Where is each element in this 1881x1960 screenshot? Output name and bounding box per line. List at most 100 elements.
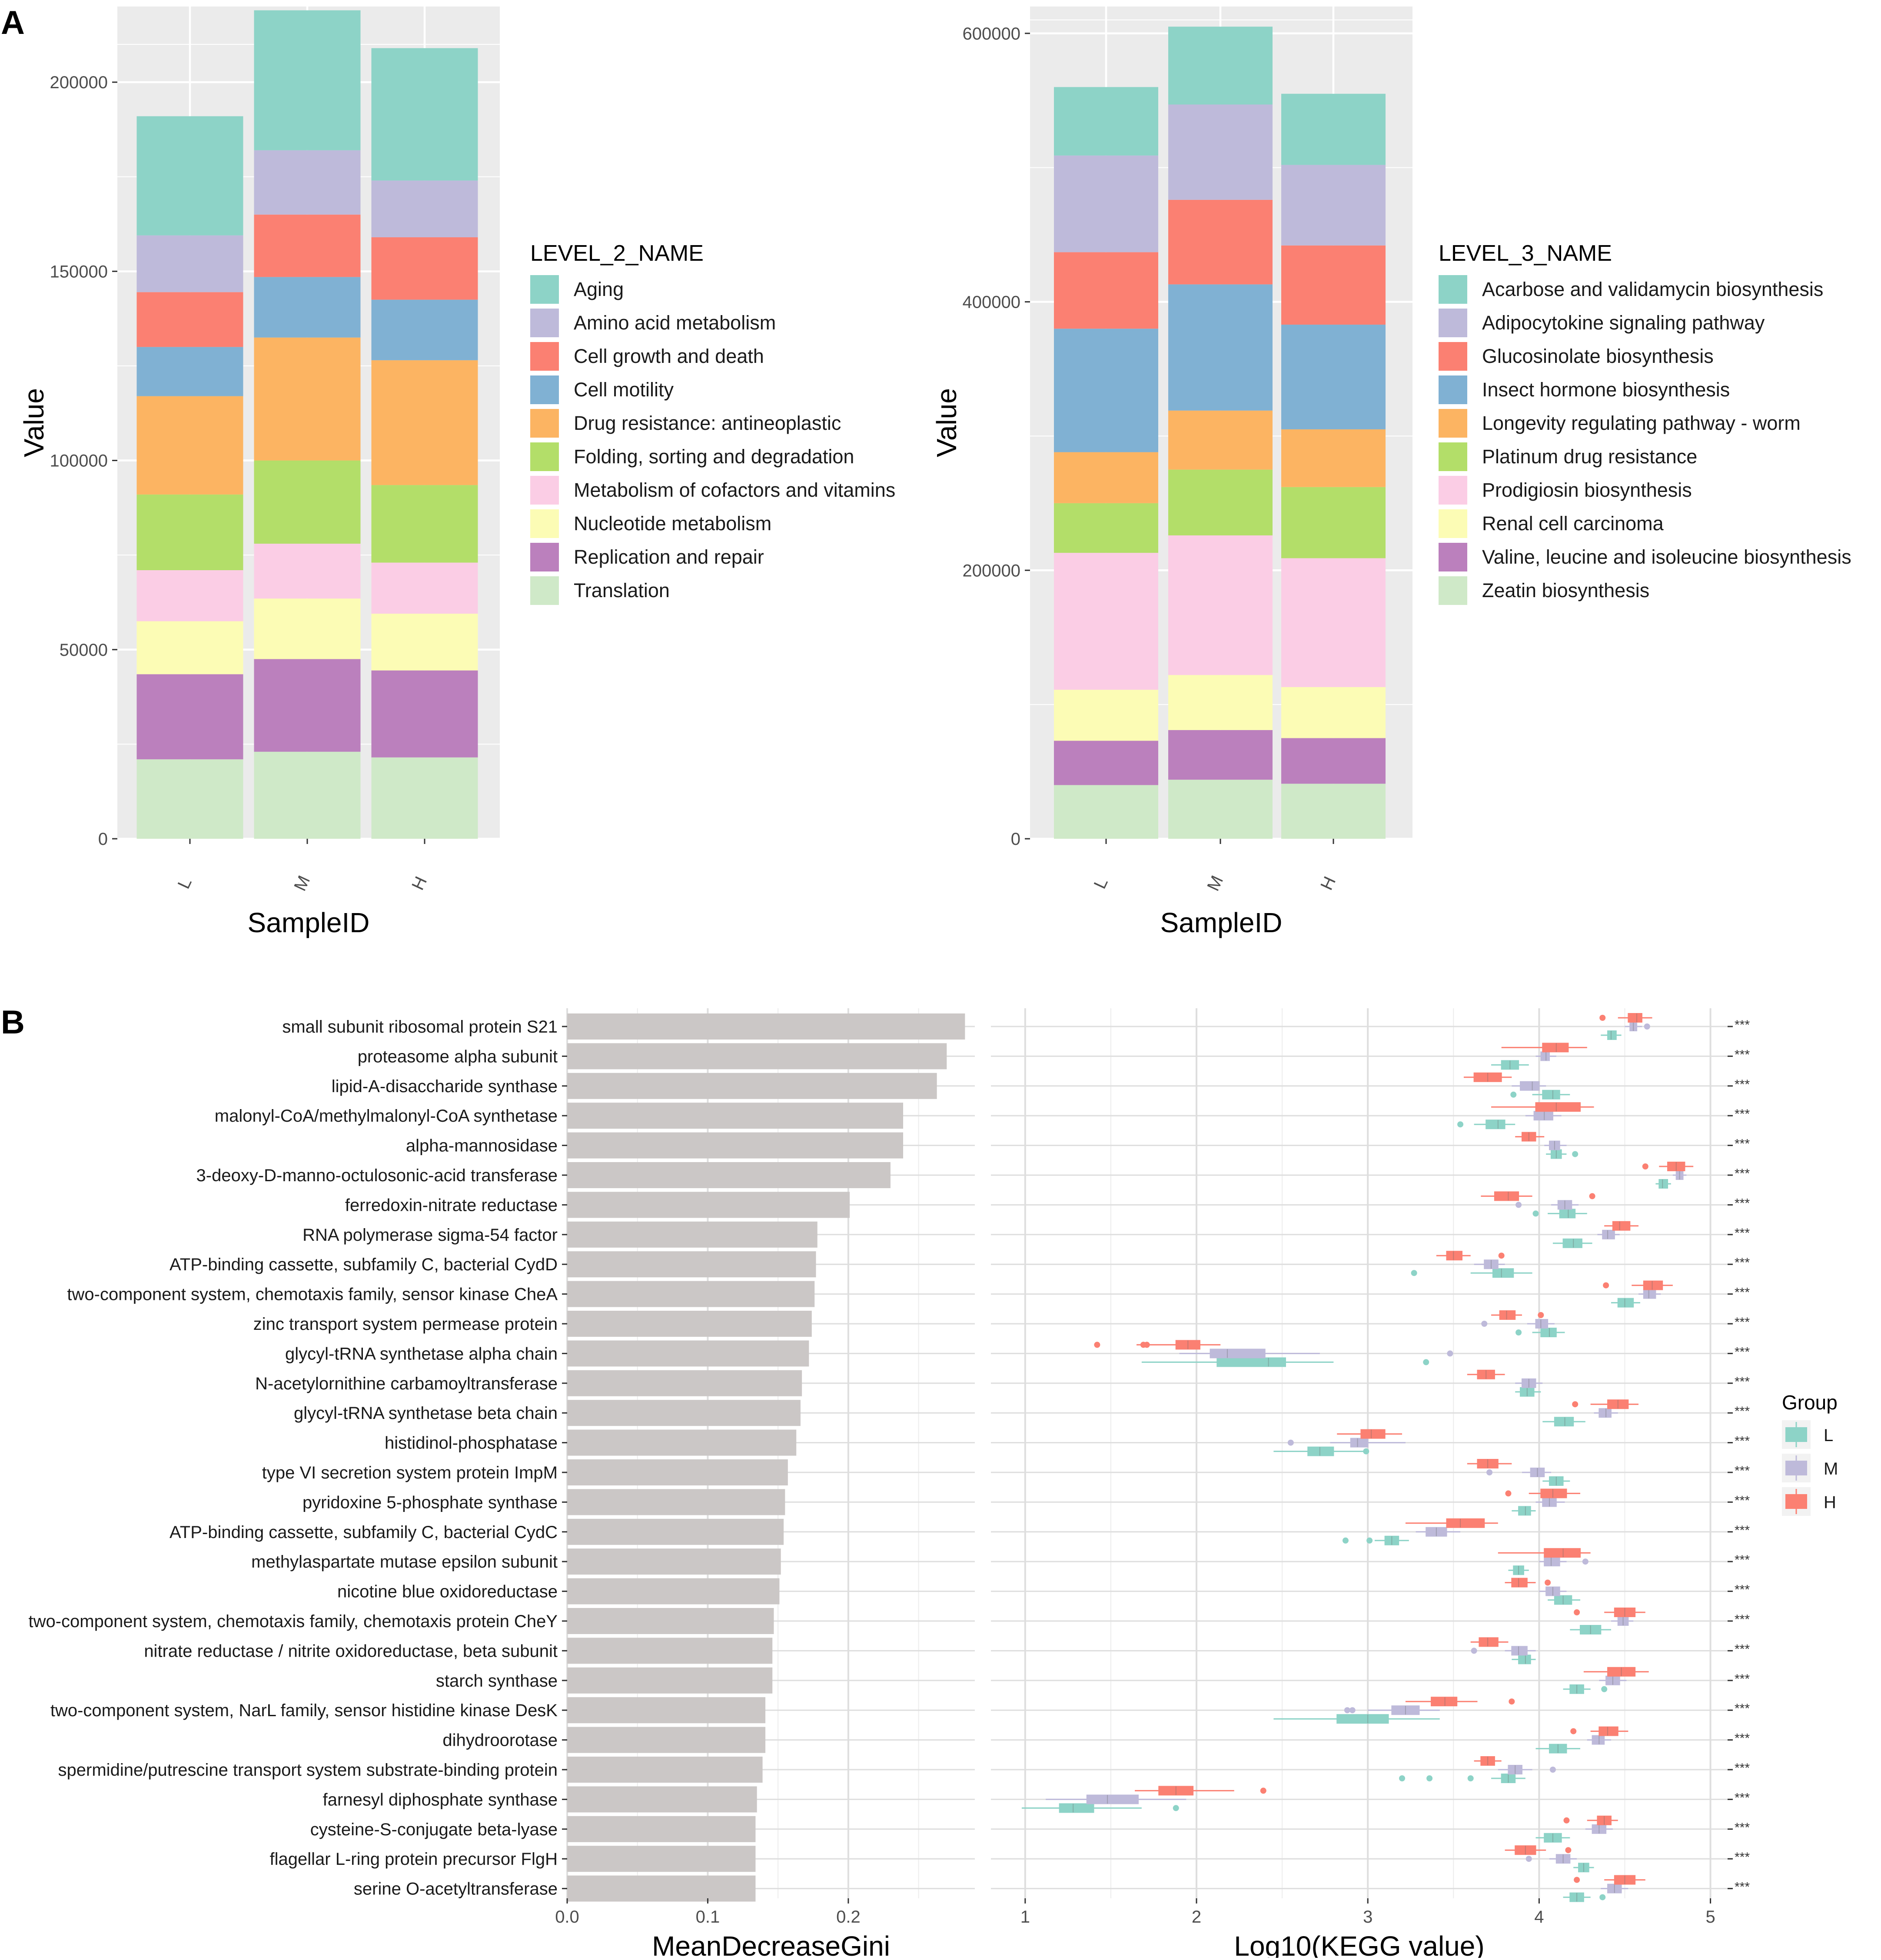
x-tick-label: 3 bbox=[1363, 1907, 1373, 1927]
legend-label: Renal cell carcinoma bbox=[1482, 512, 1664, 535]
box-body bbox=[1554, 1417, 1574, 1427]
legend-label: M bbox=[1824, 1459, 1838, 1478]
bar-segment bbox=[1168, 535, 1273, 675]
bar-segment bbox=[371, 180, 478, 237]
box-body bbox=[1446, 1251, 1463, 1261]
legend-label: Cell growth and death bbox=[574, 345, 764, 367]
importance-bar bbox=[567, 1013, 965, 1040]
box-body bbox=[1391, 1705, 1420, 1715]
legend-label: Zeatin biosynthesis bbox=[1482, 579, 1649, 601]
legend-label: L bbox=[1824, 1426, 1833, 1445]
significance-label: *** bbox=[1735, 1166, 1750, 1181]
significance-label: *** bbox=[1735, 1493, 1750, 1508]
legend-swatch bbox=[530, 375, 559, 404]
box-body bbox=[1540, 1328, 1557, 1337]
legend-label: Translation bbox=[574, 579, 670, 601]
x-tick-label: 0.1 bbox=[696, 1907, 720, 1927]
box-body bbox=[1557, 1200, 1572, 1210]
bar-segment bbox=[254, 10, 361, 150]
chart-level2-stacked-bar: L M H050000100000150000200000SampleIDValue… bbox=[18, 7, 895, 938]
bar-segment bbox=[1054, 741, 1158, 785]
feature-label: type VI secretion system protein ImpM bbox=[262, 1463, 558, 1482]
feature-label: two-component system, chemotaxis family,… bbox=[28, 1612, 558, 1631]
x-tick-label: 0.2 bbox=[836, 1907, 861, 1927]
bar-segment bbox=[1281, 687, 1386, 738]
bar-segment bbox=[136, 347, 243, 396]
feature-label: two-component system, NarL family, senso… bbox=[50, 1701, 558, 1720]
box-body bbox=[1520, 1081, 1540, 1091]
importance-bar bbox=[567, 1489, 785, 1515]
bar-segment bbox=[1054, 452, 1158, 503]
bar-segment bbox=[371, 670, 478, 757]
feature-label: RNA polymerase sigma-54 factor bbox=[302, 1226, 558, 1245]
box-body bbox=[1307, 1446, 1334, 1456]
feature-label: glycyl-tRNA synthetase beta chain bbox=[294, 1404, 558, 1423]
y-tick-label: 50000 bbox=[60, 641, 108, 660]
feature-label: malonyl-CoA/methylmalonyl-CoA synthetase bbox=[215, 1106, 558, 1126]
box-body bbox=[1607, 1399, 1629, 1409]
bar-segment bbox=[1168, 199, 1273, 285]
feature-label: spermidine/putrescine transport system s… bbox=[58, 1761, 558, 1780]
outlier-point bbox=[1467, 1775, 1474, 1781]
significance-label: *** bbox=[1735, 1286, 1750, 1300]
bar-segment bbox=[136, 116, 243, 236]
legend-swatch bbox=[530, 543, 559, 571]
significance-label: *** bbox=[1735, 1880, 1750, 1894]
box-body bbox=[1086, 1794, 1139, 1804]
x-tick-label: 2 bbox=[1192, 1907, 1201, 1927]
outlier-point bbox=[1349, 1707, 1356, 1714]
importance-bar bbox=[567, 1251, 816, 1278]
outlier-point bbox=[1457, 1121, 1464, 1128]
box-body bbox=[1480, 1756, 1495, 1766]
box-body bbox=[1628, 1013, 1642, 1023]
bar-segment bbox=[1054, 785, 1158, 839]
box-body bbox=[1643, 1280, 1663, 1290]
outlier-point bbox=[1344, 1707, 1350, 1714]
bar-segment bbox=[371, 485, 478, 563]
outlier-point bbox=[1599, 1894, 1606, 1900]
box-body bbox=[1210, 1349, 1266, 1359]
y-tick-label: 150000 bbox=[50, 262, 108, 281]
box-body bbox=[1643, 1289, 1656, 1299]
bar-segment bbox=[371, 48, 478, 181]
x-tick-label: 5 bbox=[1705, 1907, 1715, 1927]
feature-label: zinc transport system permease protein bbox=[253, 1315, 558, 1334]
bar-segment bbox=[136, 759, 243, 839]
box-body bbox=[1518, 1506, 1531, 1516]
importance-bar bbox=[567, 1400, 801, 1426]
significance-label: *** bbox=[1735, 1226, 1750, 1240]
bar-segment bbox=[1281, 784, 1386, 839]
importance-bar bbox=[567, 1578, 780, 1605]
bar-segment bbox=[371, 237, 478, 300]
importance-bar bbox=[567, 1846, 756, 1872]
feature-label: proteasome alpha subunit bbox=[358, 1047, 558, 1066]
outlier-point bbox=[1509, 1698, 1515, 1705]
importance-bar bbox=[567, 1548, 781, 1575]
legend-swatch bbox=[1439, 476, 1467, 505]
outlier-point bbox=[1366, 1537, 1373, 1544]
panel-label-a: A bbox=[1, 4, 25, 41]
importance-bar bbox=[567, 1162, 891, 1188]
importance-bar bbox=[567, 1608, 774, 1634]
y-axis-title: Value bbox=[931, 388, 962, 457]
outlier-point bbox=[1549, 1767, 1556, 1773]
outlier-point bbox=[1287, 1439, 1294, 1446]
box-body bbox=[1479, 1637, 1499, 1647]
outlier-point bbox=[1565, 1847, 1572, 1854]
feature-label: pyridoxine 5-phosphate synthase bbox=[302, 1493, 558, 1512]
box-body bbox=[1542, 1090, 1560, 1100]
plot-panel bbox=[991, 1008, 1728, 1898]
box-body bbox=[1597, 1815, 1612, 1825]
bar-segment bbox=[1168, 410, 1273, 470]
bar-segment bbox=[1054, 329, 1158, 452]
box-body bbox=[1544, 1548, 1581, 1558]
legend-swatch bbox=[1439, 342, 1467, 371]
box-body bbox=[1521, 1378, 1536, 1388]
legend-swatch bbox=[530, 342, 559, 371]
chart-level3-stacked-bar: L M H0200000400000600000SampleIDValueLEVEL… bbox=[931, 7, 1851, 938]
box-body bbox=[1473, 1072, 1502, 1082]
outlier-point bbox=[1471, 1648, 1477, 1654]
legend-title: Group bbox=[1782, 1391, 1838, 1414]
box-body bbox=[1599, 1408, 1612, 1418]
bar-segment bbox=[1054, 690, 1158, 741]
